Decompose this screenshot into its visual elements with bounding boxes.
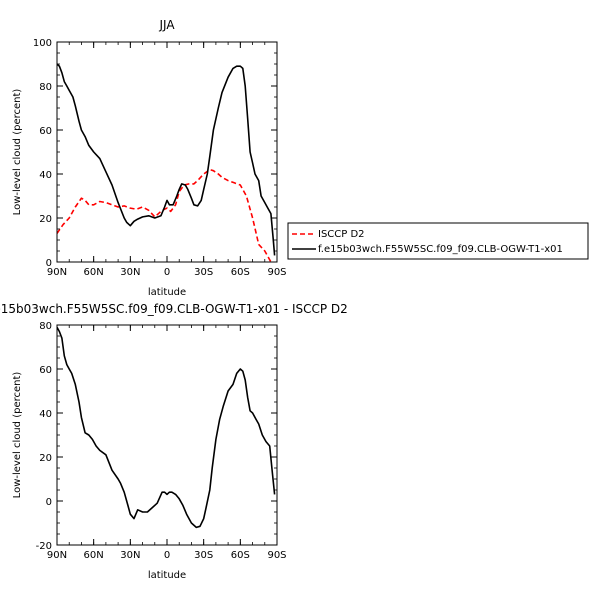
- chart-top-xtick-label: 90N: [47, 267, 67, 278]
- chart-top-ytick-label: 100: [33, 38, 52, 49]
- chart-bottom-xtick-label: 0: [164, 550, 170, 561]
- chart-top-series-1-line: [57, 63, 276, 256]
- chart-bottom-ytick-label: 80: [39, 321, 52, 332]
- chart-top-xtick-label: 60N: [84, 267, 104, 278]
- chart-bottom-xtick-label: 60N: [84, 550, 104, 561]
- chart-bottom-series-0-line: [57, 326, 276, 529]
- chart-bottom-ytick-label: 60: [39, 365, 52, 376]
- chart-top-xtick-label: 30N: [120, 267, 140, 278]
- chart-bottom: f.e15b03wch.F55W5SC.f09_f09.CLB-OGW-T1-x…: [0, 302, 348, 581]
- chart-bottom-ytick-label: 20: [39, 453, 52, 464]
- chart-bottom-xlabel: latitude: [148, 570, 186, 581]
- chart-top-ytick-label: 20: [39, 214, 52, 225]
- chart-bottom-xtick-label: 30N: [120, 550, 140, 561]
- chart-bottom-xtick-label: 60S: [231, 550, 250, 561]
- chart-bottom-title: f.e15b03wch.F55W5SC.f09_f09.CLB-OGW-T1-x…: [0, 302, 348, 316]
- chart-bottom-ytick-label: 40: [39, 409, 52, 420]
- chart-top-ytick-label: 60: [39, 126, 52, 137]
- chart-top: JJA Low-level cloud (percent) latitude 9…: [12, 18, 287, 298]
- chart-bottom-xtick-label: 90S: [267, 550, 286, 561]
- chart-bottom-ytick-label: -20: [36, 541, 52, 552]
- legend-label-isccp: ISCCP D2: [318, 229, 365, 240]
- chart-top-xtick-label: 0: [164, 267, 170, 278]
- chart-top-xlabel: latitude: [148, 287, 186, 298]
- chart-bottom-plot-frame: [56, 324, 278, 546]
- chart-top-xtick-label: 90S: [267, 267, 286, 278]
- chart-top-xtick-label: 30S: [194, 267, 213, 278]
- chart-bottom-xtick-label: 90N: [47, 550, 67, 561]
- chart-top-title: JJA: [158, 18, 175, 32]
- chart-top-xtick-label: 60S: [231, 267, 250, 278]
- chart-bottom-xtick-label: 30S: [194, 550, 213, 561]
- chart-bottom-ytick-label: 0: [46, 497, 52, 508]
- chart-top-legend: ISCCP D2 f.e15b03wch.F55W5SC.f09_f09.CLB…: [287, 222, 589, 260]
- chart-bottom-ylabel: Low-level cloud (percent): [12, 372, 23, 499]
- chart-top-ytick-label: 0: [46, 258, 52, 269]
- legend-box: [287, 222, 589, 260]
- legend-label-model: f.e15b03wch.F55W5SC.f09_f09.CLB-OGW-T1-x…: [318, 244, 563, 255]
- chart-top-series-0-line: [57, 168, 272, 262]
- chart-top-ytick-label: 40: [39, 170, 52, 181]
- chart-top-ylabel: Low-level cloud (percent): [12, 89, 23, 216]
- chart-top-ytick-label: 80: [39, 82, 52, 93]
